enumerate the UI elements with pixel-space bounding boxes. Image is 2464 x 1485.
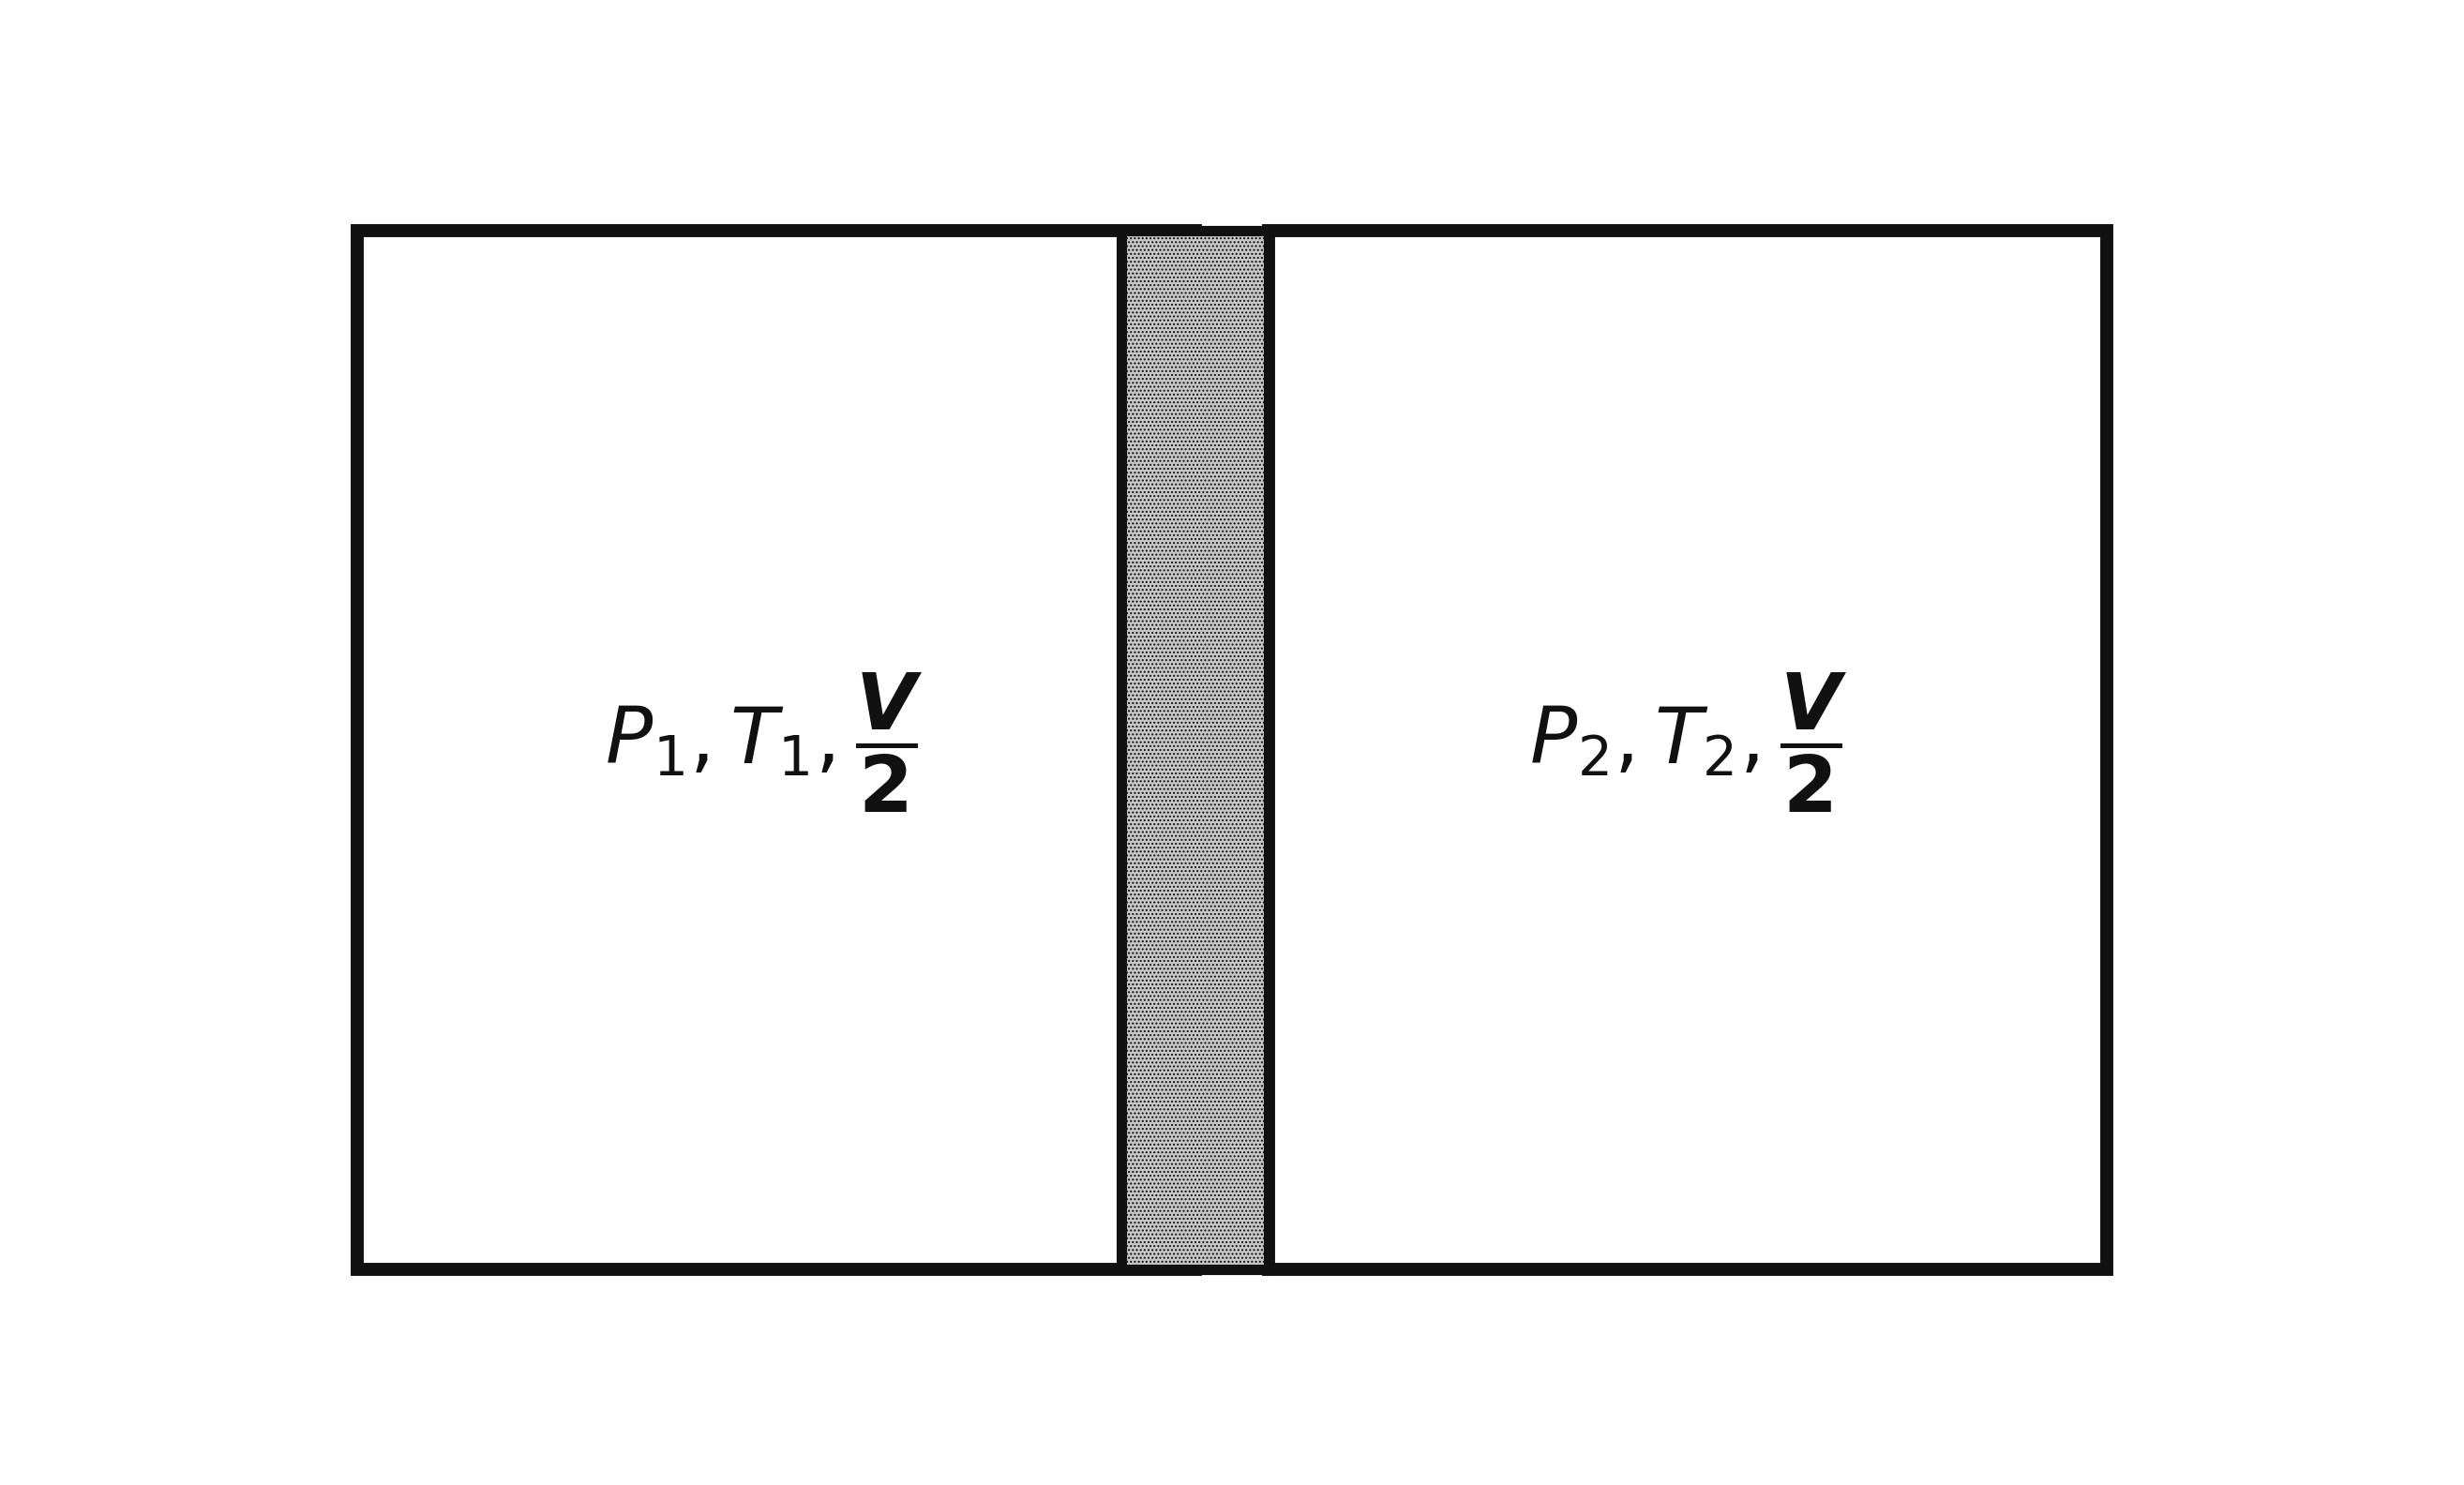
Text: $\boldsymbol{\mathit{P}}_{\boldsymbol{\mathit{1}}}, \boldsymbol{\mathit{T}}_{\bo: $\boldsymbol{\mathit{P}}_{\boldsymbol{\m…: [604, 671, 924, 814]
Bar: [1269, 230, 2107, 1270]
Bar: [1121, 230, 1269, 1270]
Text: $\boldsymbol{\mathit{P}}_{\boldsymbol{\mathit{2}}}, \boldsymbol{\mathit{T}}_{\bo: $\boldsymbol{\mathit{P}}_{\boldsymbol{\m…: [1528, 671, 1848, 814]
Bar: [357, 230, 1195, 1270]
